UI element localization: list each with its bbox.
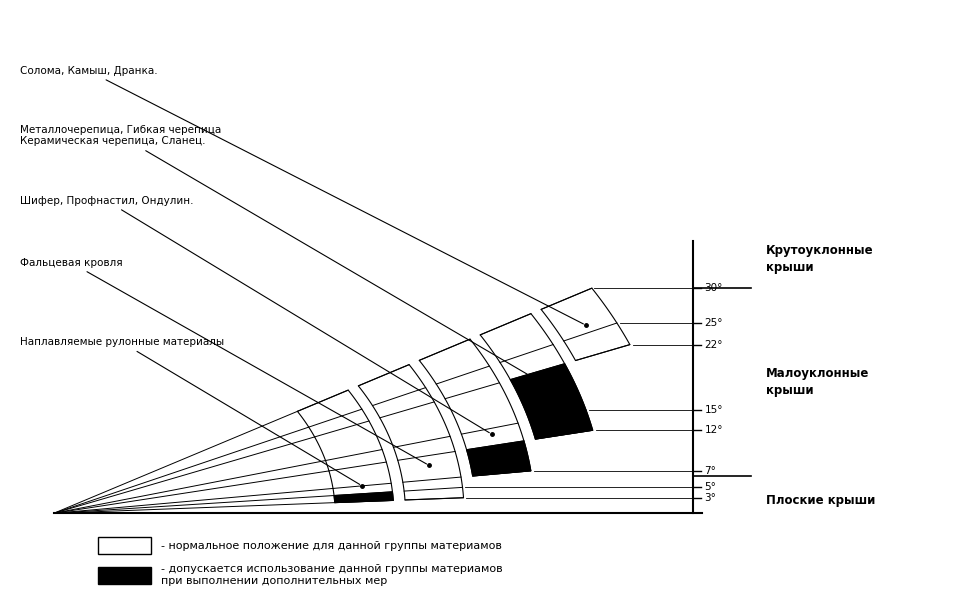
Polygon shape [541, 288, 630, 360]
Bar [98, 567, 151, 584]
Text: 22°: 22° [704, 340, 723, 350]
Text: - допускается использование данной группы материамов
при выполнении дополнительн: - допускается использование данной групп… [161, 564, 503, 586]
Text: Малоуклонные
крыши: Малоуклонные крыши [766, 367, 870, 397]
Polygon shape [419, 339, 531, 476]
Text: Металлочерепица, Гибкая черепица
Керамическая черепица, Сланец.: Металлочерепица, Гибкая черепица Керамич… [20, 125, 541, 382]
Text: Шифер, Профнастил, Ондулин.: Шифер, Профнастил, Ондулин. [20, 196, 489, 432]
Text: Плоские крыши: Плоские крыши [766, 494, 875, 507]
Bar [98, 537, 151, 554]
Polygon shape [480, 314, 593, 439]
Text: Солома, Камыш, Дранка.: Солома, Камыш, Дранка. [20, 65, 583, 324]
Text: 15°: 15° [704, 405, 723, 415]
Polygon shape [297, 390, 394, 503]
Text: 12°: 12° [704, 425, 723, 435]
Text: Фальцевая кровля: Фальцевая кровля [20, 258, 427, 464]
Text: Крутоуклонные
крыши: Крутоуклонные крыши [766, 244, 873, 274]
Text: - нормальное положение для данной группы материамов: - нормальное положение для данной группы… [161, 541, 502, 550]
Text: 5°: 5° [704, 483, 716, 493]
Polygon shape [359, 365, 463, 500]
Text: 30°: 30° [704, 283, 723, 293]
Text: 3°: 3° [704, 493, 716, 503]
Text: Наплавляемые рулонные материалы: Наплавляемые рулонные материалы [20, 337, 360, 484]
Text: 25°: 25° [704, 318, 723, 328]
Polygon shape [467, 441, 531, 476]
Text: 7°: 7° [704, 466, 716, 476]
Polygon shape [510, 363, 593, 439]
Polygon shape [334, 492, 394, 503]
